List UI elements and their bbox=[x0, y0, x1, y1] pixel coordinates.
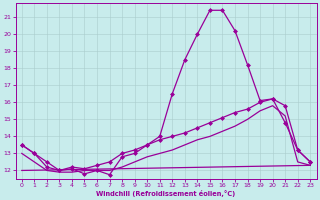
X-axis label: Windchill (Refroidissement éolien,°C): Windchill (Refroidissement éolien,°C) bbox=[96, 190, 236, 197]
